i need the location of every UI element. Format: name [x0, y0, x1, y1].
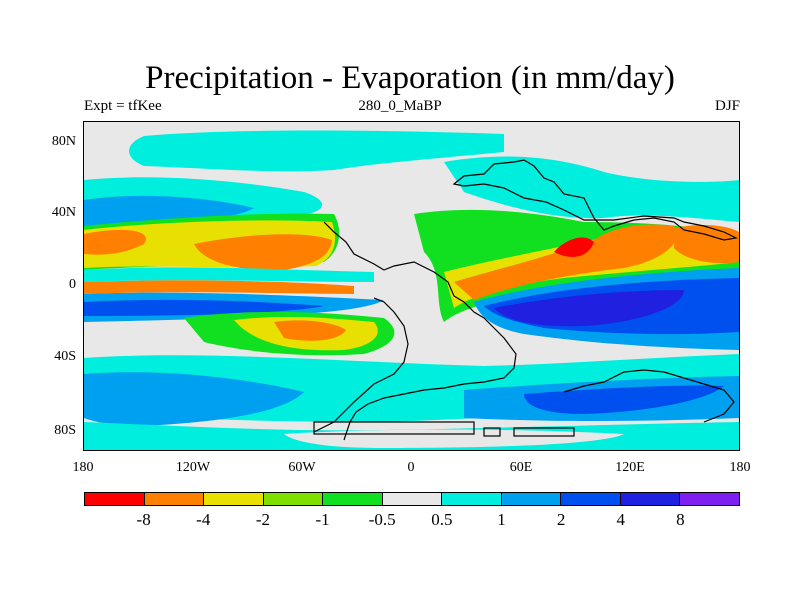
pangea-south-coast: [313, 297, 409, 433]
colorbar-swatch: [263, 493, 324, 505]
colorbar-swatch: [561, 493, 621, 505]
lat-label-80n: 80N: [51, 134, 76, 149]
subtropical-very-dry-north: [84, 229, 146, 255]
precipitation-map: [84, 122, 739, 450]
north-atlantic-field: [444, 156, 739, 222]
season-label: DJF: [714, 98, 740, 114]
southern-ocean-wet: [84, 372, 304, 426]
colorbar-label: -2: [255, 510, 270, 529]
indo-pacific-wet-extreme: [494, 290, 684, 327]
lon-label-120w: 120W: [175, 460, 211, 475]
colorbar-swatch: [382, 493, 443, 505]
antarctic-island-3: [313, 421, 475, 435]
colorbar-swatch: [85, 493, 145, 505]
coastline: [452, 159, 738, 241]
tethys-extreme-dry: [554, 237, 594, 257]
tethys-very-dry: [454, 224, 677, 300]
lon-label-0: 0: [407, 460, 415, 475]
colorbar-label: 4: [616, 510, 625, 529]
lat-label-40s: 40S: [54, 349, 76, 364]
colorbar-label: -8: [136, 510, 151, 529]
antarctic-island-2: [513, 427, 575, 437]
chart-title: Precipitation - Evaporation (in mm/day): [145, 60, 675, 96]
experiment-label: Expt = tfKee: [84, 98, 162, 114]
pangea-west-coast: [323, 221, 517, 441]
lat-label-40n: 40N: [51, 205, 76, 220]
colorbar-swatch: [442, 493, 502, 505]
colorbar-swatch: [323, 493, 383, 505]
pangea-east-coast: [563, 369, 735, 423]
antarctic-island-1: [483, 427, 501, 437]
colorbar-label: -4: [196, 510, 211, 529]
colorbar-label: 8: [676, 510, 685, 529]
colorbar-swatch: [501, 493, 562, 505]
colorbar-swatch: [680, 493, 740, 505]
south-pacific-very-dry: [274, 320, 346, 341]
colorbar-swatch: [620, 493, 681, 505]
colorbar-swatch: [144, 493, 205, 505]
lat-label-80s: 80S: [54, 423, 76, 438]
colorbar-label: -1: [315, 510, 330, 529]
equatorial-very-wet: [84, 299, 324, 316]
colorbar-label: 1: [497, 510, 506, 529]
colorbar: [84, 492, 740, 506]
colorbar-label: 2: [556, 510, 566, 529]
colorbar-label: -0.5: [368, 510, 396, 529]
colorbar-swatch: [204, 493, 264, 505]
subtropical-very-dry-central: [194, 234, 332, 271]
equatorial-dry-strip: [84, 280, 354, 294]
lon-label-60e: 60E: [509, 460, 533, 475]
lon-label-180w: 180: [72, 460, 94, 475]
map-plot-area: [83, 121, 740, 451]
colorbar-label: 0.5: [431, 510, 453, 529]
lon-label-120e: 120E: [615, 460, 645, 475]
time-label: 280_0_MaBP: [358, 98, 442, 114]
lat-label-0: 0: [69, 277, 76, 292]
lon-label-180e: 180: [729, 460, 751, 475]
arctic-field: [129, 130, 504, 172]
lon-label-60w: 60W: [288, 460, 316, 475]
equatorial-moist-strip: [84, 267, 374, 282]
northeast-dry-patch: [674, 225, 739, 264]
southern-ocean-very-wet-east: [524, 385, 724, 414]
